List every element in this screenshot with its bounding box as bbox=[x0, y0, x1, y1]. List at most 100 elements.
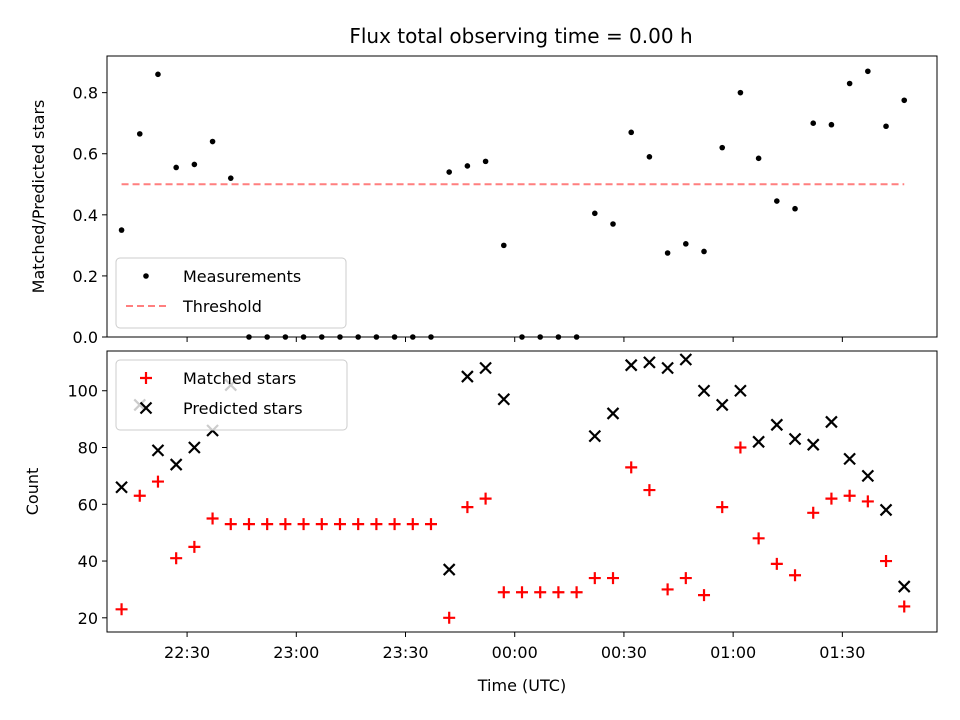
predicted-star-point bbox=[151, 444, 165, 457]
measurement-point bbox=[865, 68, 871, 75]
matched-star-point bbox=[188, 540, 201, 553]
chart-title: Flux total observing time = 0.00 h bbox=[349, 24, 692, 48]
predicted-star-point bbox=[788, 432, 802, 446]
legend-box bbox=[115, 257, 347, 329]
predicted-star-point bbox=[188, 441, 201, 454]
predicted-star-point bbox=[879, 503, 893, 517]
matched-star-point bbox=[151, 475, 164, 488]
series-measurements bbox=[118, 68, 908, 340]
measurement-point bbox=[792, 205, 798, 212]
matched-star-point bbox=[206, 512, 219, 525]
matched-star-point bbox=[588, 572, 601, 585]
matched-star-point bbox=[224, 518, 237, 531]
y-axis-label: Count bbox=[23, 468, 42, 516]
predicted-star-point bbox=[624, 358, 638, 372]
matched-star-point bbox=[534, 586, 547, 599]
series-matched-stars bbox=[115, 441, 911, 624]
matched-star-point bbox=[333, 518, 346, 531]
matched-star-point bbox=[807, 506, 820, 519]
predicted-star-point bbox=[606, 407, 620, 420]
legend-label: Predicted stars bbox=[183, 399, 303, 418]
predicted-star-point bbox=[679, 353, 693, 366]
measurement-point bbox=[901, 97, 908, 104]
matched-star-point bbox=[661, 583, 674, 596]
measurement-point bbox=[610, 221, 616, 227]
x-tick-label: 01:00 bbox=[710, 643, 756, 662]
predicted-star-point bbox=[169, 458, 183, 471]
y-tick-label: 0.8 bbox=[73, 84, 98, 103]
matched-star-point bbox=[734, 441, 747, 454]
legend-label: Measurements bbox=[183, 267, 301, 286]
matched-star-point bbox=[679, 572, 692, 585]
matched-star-point bbox=[552, 586, 565, 599]
measurement-point bbox=[883, 123, 889, 130]
x-tick-label: 22:30 bbox=[164, 643, 210, 662]
legend: Matched stars Predicted stars bbox=[115, 359, 348, 431]
matched-star-point bbox=[315, 518, 328, 531]
matched-star-point bbox=[370, 518, 383, 531]
x-tick-label: 23:00 bbox=[273, 643, 319, 662]
matched-star-point bbox=[133, 489, 146, 502]
measurement-point bbox=[500, 242, 507, 249]
measurement-point bbox=[719, 144, 726, 151]
matched-star-point bbox=[424, 518, 437, 531]
matched-star-point bbox=[770, 557, 783, 570]
matched-star-point bbox=[461, 501, 474, 514]
matched-star-point bbox=[698, 589, 711, 602]
measurement-point bbox=[482, 158, 489, 165]
matched-star-point bbox=[607, 572, 620, 585]
matched-star-point bbox=[898, 600, 911, 613]
matched-star-point bbox=[789, 569, 802, 582]
x-tick-label: 23:30 bbox=[382, 643, 428, 662]
predicted-star-point bbox=[588, 429, 602, 443]
matched-star-point bbox=[279, 518, 292, 531]
legend-label: Threshold bbox=[182, 297, 262, 316]
predicted-star-point bbox=[661, 361, 674, 375]
matched-star-point bbox=[261, 518, 274, 531]
x-axis-label: Time (UTC) bbox=[477, 676, 566, 695]
measurement-point bbox=[118, 227, 125, 233]
matched-star-point bbox=[297, 518, 310, 531]
y-tick-label: 0.0 bbox=[73, 328, 98, 347]
predicted-star-point bbox=[461, 370, 474, 383]
predicted-star-point bbox=[715, 398, 729, 412]
legend: Measurements Threshold bbox=[115, 257, 347, 329]
predicted-star-point bbox=[734, 384, 747, 398]
predicted-star-point bbox=[752, 435, 765, 449]
measurement-point bbox=[446, 169, 452, 175]
matched-star-point bbox=[406, 518, 419, 531]
measurement-point bbox=[755, 155, 762, 162]
predicted-star-point bbox=[115, 480, 128, 494]
y-tick-label: 20 bbox=[78, 609, 98, 628]
predicted-star-point bbox=[643, 356, 656, 369]
matched-star-point bbox=[843, 489, 856, 502]
measurement-point bbox=[628, 129, 635, 136]
predicted-star-point bbox=[697, 384, 711, 398]
measurement-point bbox=[209, 138, 216, 145]
matched-star-point bbox=[516, 586, 528, 599]
matched-star-point bbox=[115, 603, 128, 616]
matched-star-point bbox=[352, 518, 365, 531]
matched-star-point bbox=[625, 461, 638, 474]
measurement-point bbox=[701, 248, 707, 255]
measurement-point bbox=[227, 175, 234, 181]
legend-marker-plus bbox=[140, 372, 152, 384]
matched-star-point bbox=[388, 518, 401, 531]
bottom-panel-counts: 20 40 60 80 100 22:30 23:00 23:30 00:00 00:30 01:0… bbox=[23, 350, 938, 695]
matched-star-point bbox=[170, 552, 183, 565]
measurement-point bbox=[810, 120, 817, 126]
matched-star-point bbox=[880, 555, 893, 568]
matched-star-point bbox=[242, 518, 255, 531]
y-tick-label: 0.4 bbox=[73, 206, 98, 225]
y-tick-label: 40 bbox=[78, 552, 98, 571]
measurement-point bbox=[683, 241, 689, 247]
y-tick-label: 100 bbox=[67, 382, 98, 401]
axes-frame bbox=[106, 55, 938, 338]
measurement-point bbox=[737, 89, 744, 96]
matched-star-point bbox=[443, 611, 456, 624]
predicted-star-point bbox=[825, 415, 838, 429]
predicted-star-point bbox=[843, 452, 856, 466]
predicted-star-point bbox=[479, 361, 492, 375]
measurement-point bbox=[664, 250, 671, 256]
measurement-point bbox=[464, 163, 471, 169]
